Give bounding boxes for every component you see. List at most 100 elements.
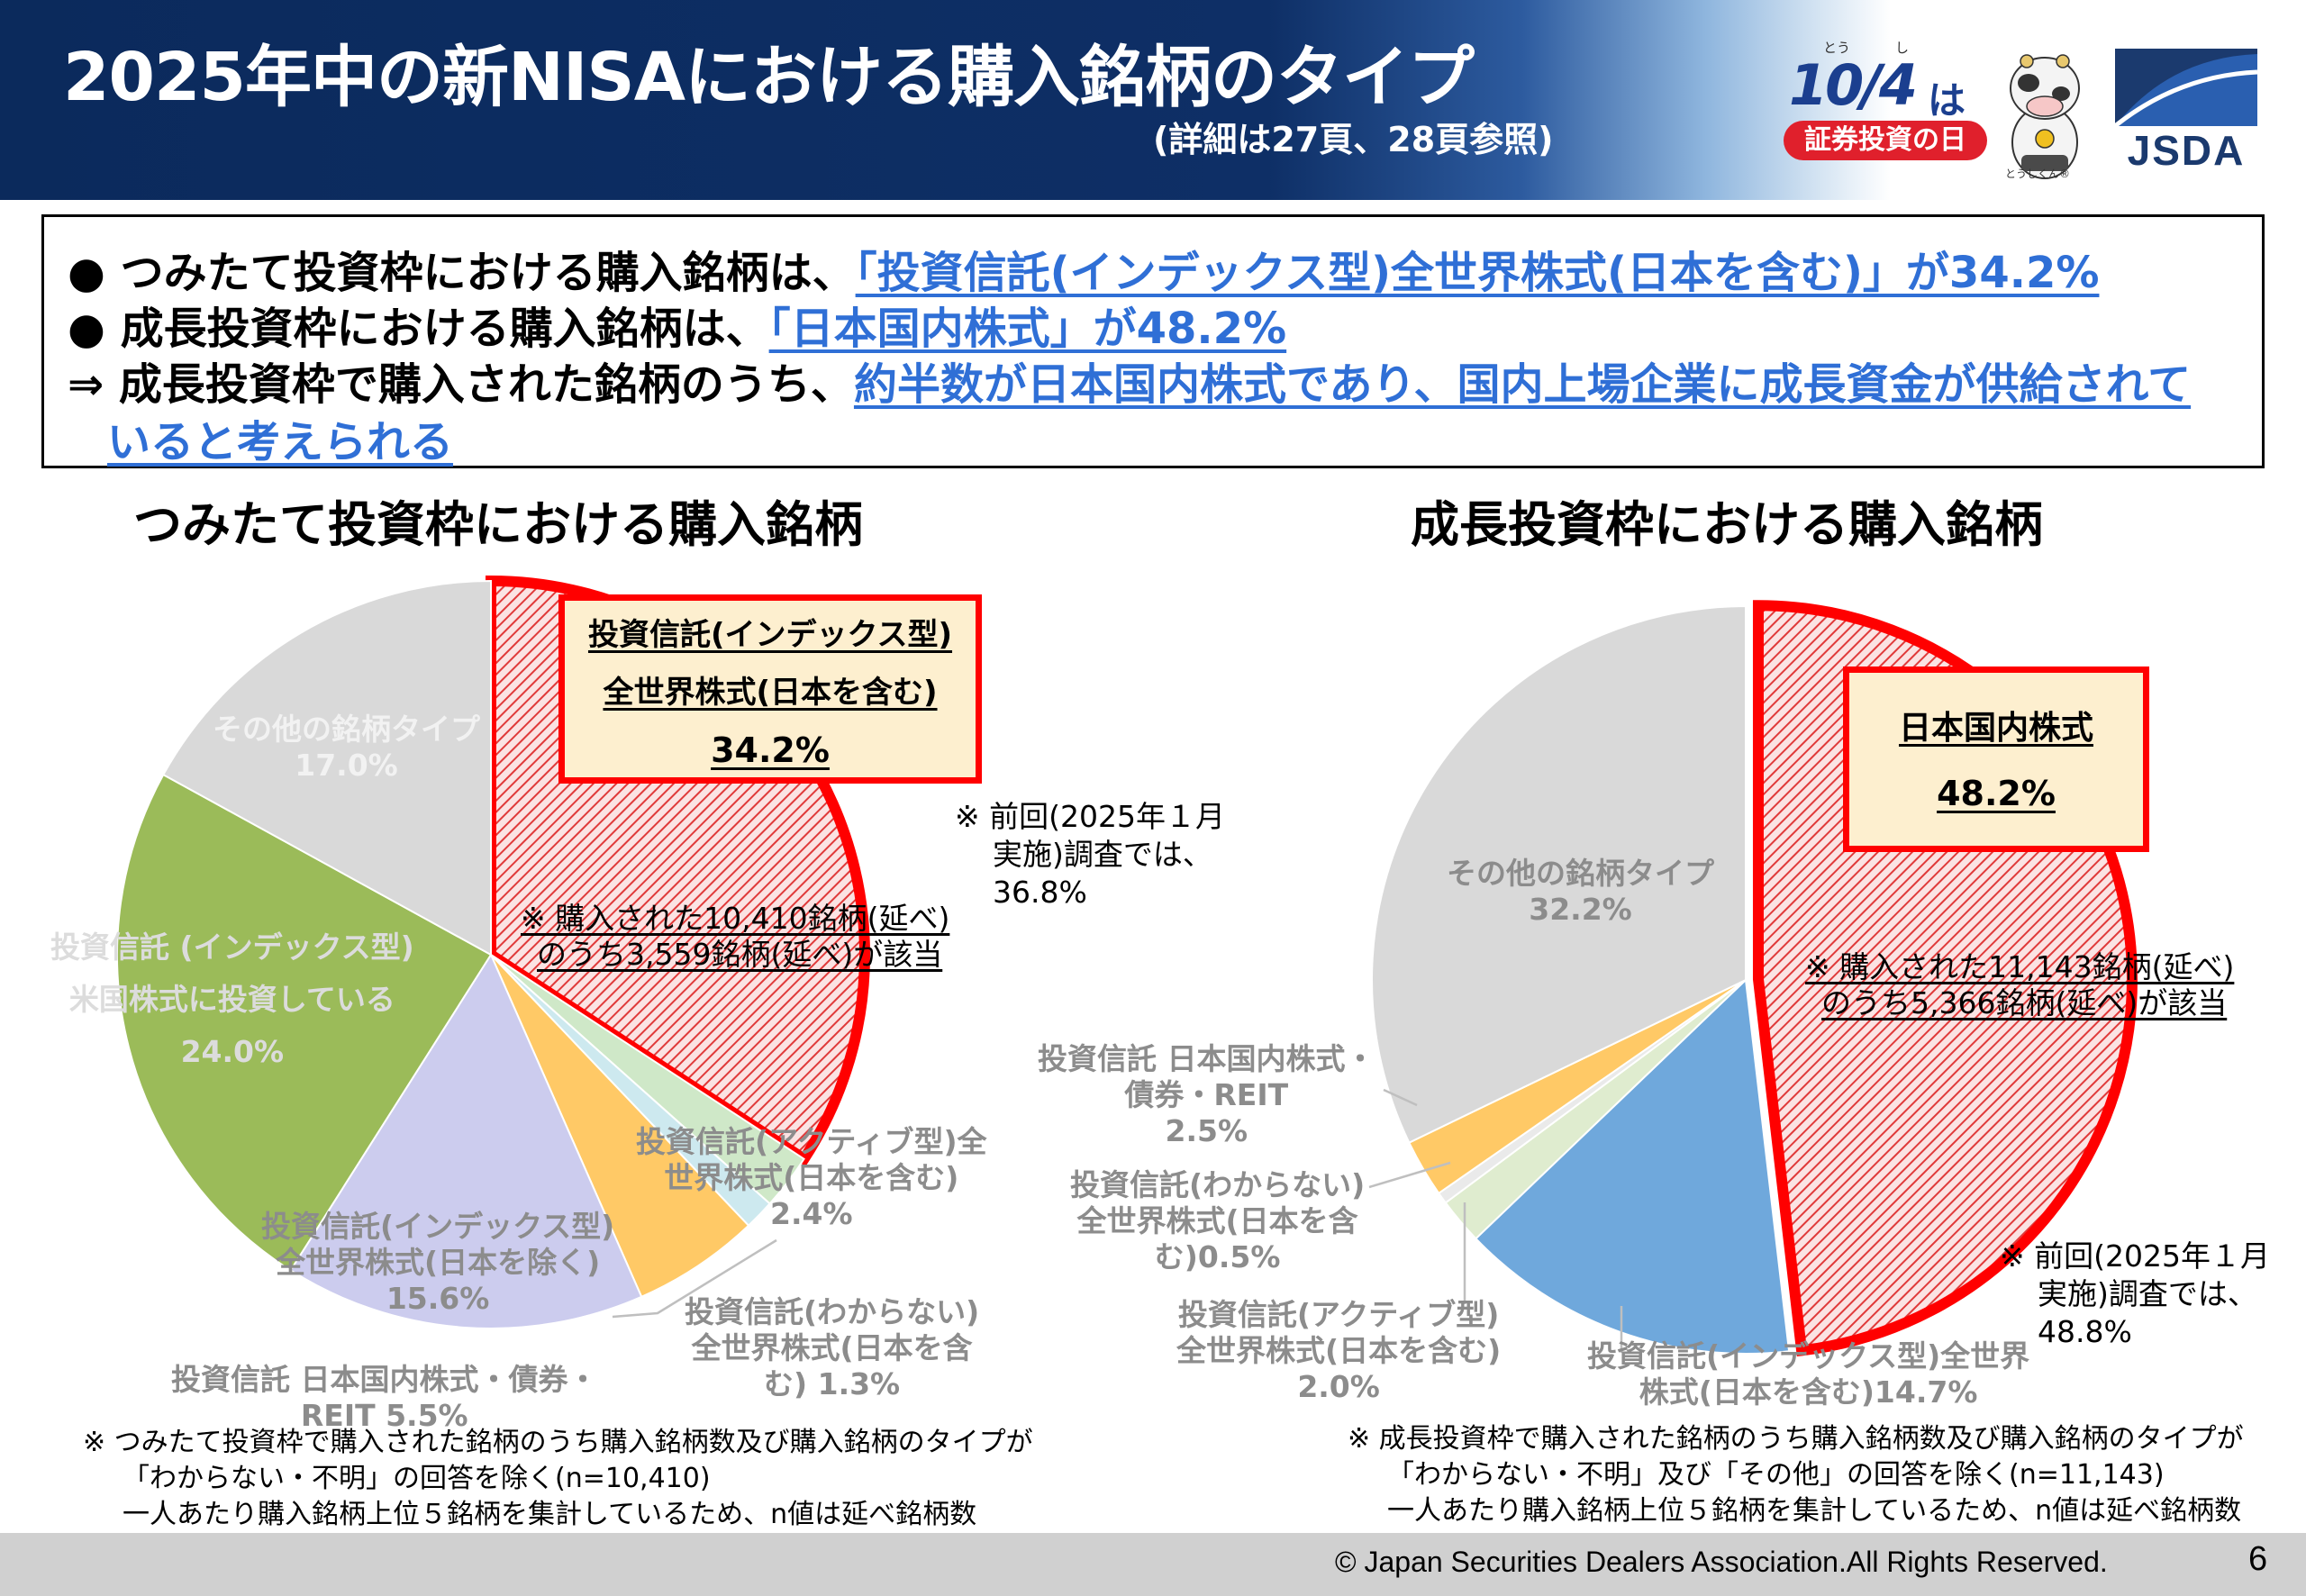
label-right-domestic-line2: 債券・REIT — [1124, 1077, 1289, 1112]
label-right-domestic-line1: 投資信託 日本国内株式・ — [1038, 1041, 1375, 1076]
label-right-active-value: 2.0% — [1297, 1369, 1380, 1404]
callout-growth: 日本国内株式 48.2% — [1843, 667, 2149, 852]
summary-line-3: ⇒ 成長投資枠で購入された銘柄のうち、約半数が日本国内株式であり、国内上場企業に… — [68, 349, 2191, 412]
callout-tsumitate-line1: 投資信託(インデックス型) — [587, 617, 953, 653]
label-right-index-line1: 投資信託(インデックス型)全世界 — [1587, 1338, 2030, 1374]
slice-note-tsumitate-line1: ※ 購入された10,410銘柄(延べ) — [521, 901, 950, 936]
summary-box: ● つみたて投資枠における購入銘柄は、「投資信託(インデックス型)全世界株式(日… — [41, 214, 2265, 468]
footnote-growth: ※ 成長投資枠で購入された銘柄のうち購入銘柄数及び購入銘柄のタイプが 「わからな… — [1348, 1421, 2244, 1529]
summary-line-4: いると考えられる — [107, 406, 453, 469]
footnote-tsumitate-line2: 「わからない・不明」の回答を除く(n=10,410) — [123, 1463, 711, 1494]
label-left-other-name: その他の銘柄タイプ — [213, 712, 480, 747]
jsda-logo-icon: JSDA — [2113, 49, 2258, 177]
label-left-us-line2: 米国株式に投資している — [68, 982, 395, 1017]
footnote-growth-line2: 「わからない・不明」及び「その他」の回答を除く(n=11,143) — [1387, 1459, 2165, 1491]
jsda-logo-mark — [2113, 49, 2258, 128]
previous-note-tsumitate-line2: 実施)調査では、 — [993, 837, 1212, 872]
label-left-ex-japan-line2: 全世界株式(日本を除く) — [276, 1245, 601, 1280]
callout-growth-line1: 日本国内株式 — [1898, 710, 2093, 747]
label-left-active: 投資信託(アクティブ型)全 世界株式(日本を含む) 2.4% — [636, 1124, 987, 1232]
label-right-domestic: 投資信託 日本国内株式・ 債券・REIT 2.5% — [1038, 1041, 1375, 1149]
leader-lines — [612, 1088, 1623, 1353]
pie-growth-highlight-outline — [1752, 600, 2138, 1357]
badge-wa: は — [1928, 78, 1966, 122]
label-right-other-name: その他の銘柄タイプ — [1447, 856, 1714, 891]
label-left-active-line2: 世界株式(日本を含む) — [664, 1160, 959, 1195]
previous-note-growth-line3: 48.8% — [2038, 1314, 2132, 1349]
footer-bar: © Japan Securities Dealers Association.A… — [0, 1533, 2306, 1596]
label-right-unknown-line1: 投資信託(わからない) — [1070, 1167, 1366, 1202]
slice-note-growth: ※ 購入された11,143銘柄(延べ) のうち5,366銘柄(延べ)が該当 — [1805, 949, 2234, 1021]
footnote-growth-line3: 一人あたり購入銘柄上位５銘柄を集計しているため、n値は延べ銘柄数 — [1387, 1495, 2242, 1527]
label-left-domestic-line1: 投資信託 日本国内株式・債券・ — [171, 1362, 598, 1397]
footnote-tsumitate: ※ つみたて投資枠で購入された銘柄のうち購入銘柄数及び購入銘柄のタイプが 「わか… — [83, 1425, 1033, 1533]
label-left-unknown-line1: 投資信託(わからない) — [685, 1294, 980, 1329]
label-left-other: その他の銘柄タイプ 17.0% — [213, 712, 480, 784]
header-banner: 2025年中の新NISAにおける購入銘柄のタイプ (詳細は27頁、28頁参照) — [0, 0, 2306, 200]
leader-right-unknown — [1368, 1161, 1451, 1189]
label-right-index-line2: 株式(日本を含む)14.7% — [1639, 1374, 1978, 1410]
jsda-logo-text: JSDA — [2127, 127, 2246, 174]
callout-tsumitate-line3: 34.2% — [711, 730, 830, 770]
label-left-unknown-line2: 全世界株式(日本を含 — [691, 1330, 973, 1365]
summary-line-4-highlight: いると考えられる — [107, 417, 454, 467]
slice-note-growth-line2: のうち5,366銘柄(延べ)が該当 — [1821, 985, 2228, 1020]
summary-line-1-highlight: 「投資信託(インデックス型)全世界株式(日本を含む)」が34.2% — [855, 248, 2100, 298]
pie-tsumitate-slice-4 — [490, 954, 750, 1299]
label-left-unknown-value: む) 1.3% — [764, 1366, 901, 1401]
slice-note-tsumitate-line2: のうち3,559銘柄(延べ)が該当 — [537, 937, 943, 972]
label-left-us: 投資信託 (インデックス型) 米国株式に投資している 24.0% — [50, 921, 414, 1078]
label-left-other-value: 17.0% — [295, 748, 398, 783]
pie-tsumitate-slice-5 — [289, 952, 643, 1329]
label-right-active-line2: 全世界株式(日本を含む) — [1176, 1333, 1502, 1368]
pie-tsumitate — [116, 575, 870, 1329]
label-left-unknown: 投資信託(わからない) 全世界株式(日本を含 む) 1.3% — [685, 1294, 979, 1402]
pie-growth — [1371, 600, 2138, 1357]
label-left-us-value: 24.0% — [180, 1034, 285, 1069]
leader-right-domestic — [1383, 1088, 1418, 1107]
label-right-active-line1: 投資信託(アクティブ型) — [1177, 1297, 1500, 1332]
badge-ruby-1: とう — [1823, 40, 1851, 56]
leader-left-unknown — [612, 1238, 777, 1319]
pie-tsumitate-slice-7 — [161, 579, 492, 957]
slice-note-growth-line1: ※ 購入された11,143銘柄(延べ) — [1805, 949, 2235, 984]
label-right-other-value: 32.2% — [1529, 892, 1632, 927]
label-right-other: その他の銘柄タイプ 32.2% — [1447, 856, 1714, 928]
chart-title-growth: 成長投資枠における購入銘柄 — [1411, 496, 2043, 553]
summary-line-2: ● 成長投資枠における購入銘柄は、「日本国内株式」が48.2% — [68, 293, 1286, 356]
previous-note-tsumitate-line1: ※ 前回(2025年１月 — [955, 799, 1225, 834]
label-left-domestic-line2: REIT 5.5% — [300, 1398, 468, 1433]
previous-note-growth-line2: 実施)調査では、 — [2038, 1276, 2257, 1311]
label-right-index: 投資信託(インデックス型)全世界 株式(日本を含む)14.7% — [1587, 1338, 2029, 1410]
label-right-active: 投資信託(アクティブ型) 全世界株式(日本を含む) 2.0% — [1176, 1297, 1501, 1405]
pie-growth-slice-6 — [1371, 604, 1747, 1144]
page-number: 6 — [2248, 1540, 2268, 1578]
mascot-caption: とうしくん® — [2005, 168, 2071, 180]
chart-title-tsumitate: つみたて投資枠における購入銘柄 — [133, 496, 863, 553]
label-left-active-value: 2.4% — [770, 1196, 853, 1231]
label-left-domestic: 投資信託 日本国内株式・債券・ REIT 5.5% — [171, 1362, 598, 1434]
label-right-unknown: 投資信託(わからない) 全世界株式(日本を含 む)0.5% — [1070, 1167, 1365, 1275]
investment-day-badge: とう し 10/4 は 証券投資の日 — [1784, 38, 2000, 164]
footnote-growth-line1: ※ 成長投資枠で購入された銘柄のうち購入銘柄数及び購入銘柄のタイプが — [1348, 1423, 2244, 1455]
label-right-unknown-value: む)0.5% — [1154, 1239, 1281, 1274]
callout-growth-line2: 48.2% — [1937, 774, 2056, 813]
label-left-ex-japan: 投資信託(インデックス型) 全世界株式(日本を除く) 15.6% — [261, 1209, 614, 1317]
badge-pill: 証券投資の日 — [1784, 121, 1987, 160]
badge-date: 10/4 — [1789, 52, 1918, 118]
footnote-tsumitate-line1: ※ つみたて投資枠で購入された銘柄のうち購入銘柄数及び購入銘柄のタイプが — [83, 1427, 1033, 1458]
summary-line-1: ● つみたて投資枠における購入銘柄は、「投資信託(インデックス型)全世界株式(日… — [68, 237, 2099, 300]
callout-tsumitate-line2: 全世界株式(日本を含む) — [603, 675, 938, 711]
previous-note-tsumitate-line3: 36.8% — [993, 875, 1087, 910]
label-left-ex-japan-value: 15.6% — [386, 1281, 490, 1316]
previous-note-growth-line1: ※ 前回(2025年１月 — [2000, 1238, 2270, 1274]
pie-tsumitate-slice-6 — [116, 773, 493, 1272]
summary-line-2-highlight: 「日本国内株式」が48.2% — [768, 304, 1287, 354]
label-left-us-line1: 投資信託 (インデックス型) — [50, 929, 414, 965]
previous-note-tsumitate: ※ 前回(2025年１月 実施)調査では、 36.8% — [955, 798, 1225, 911]
label-right-unknown-line2: 全世界株式(日本を含 — [1076, 1203, 1358, 1238]
pie-growth-slice-2 — [1474, 977, 1791, 1356]
badge-ruby-2: し — [1895, 40, 1910, 56]
page-title: 2025年中の新NISAにおける購入銘柄のタイプ — [63, 39, 1475, 116]
